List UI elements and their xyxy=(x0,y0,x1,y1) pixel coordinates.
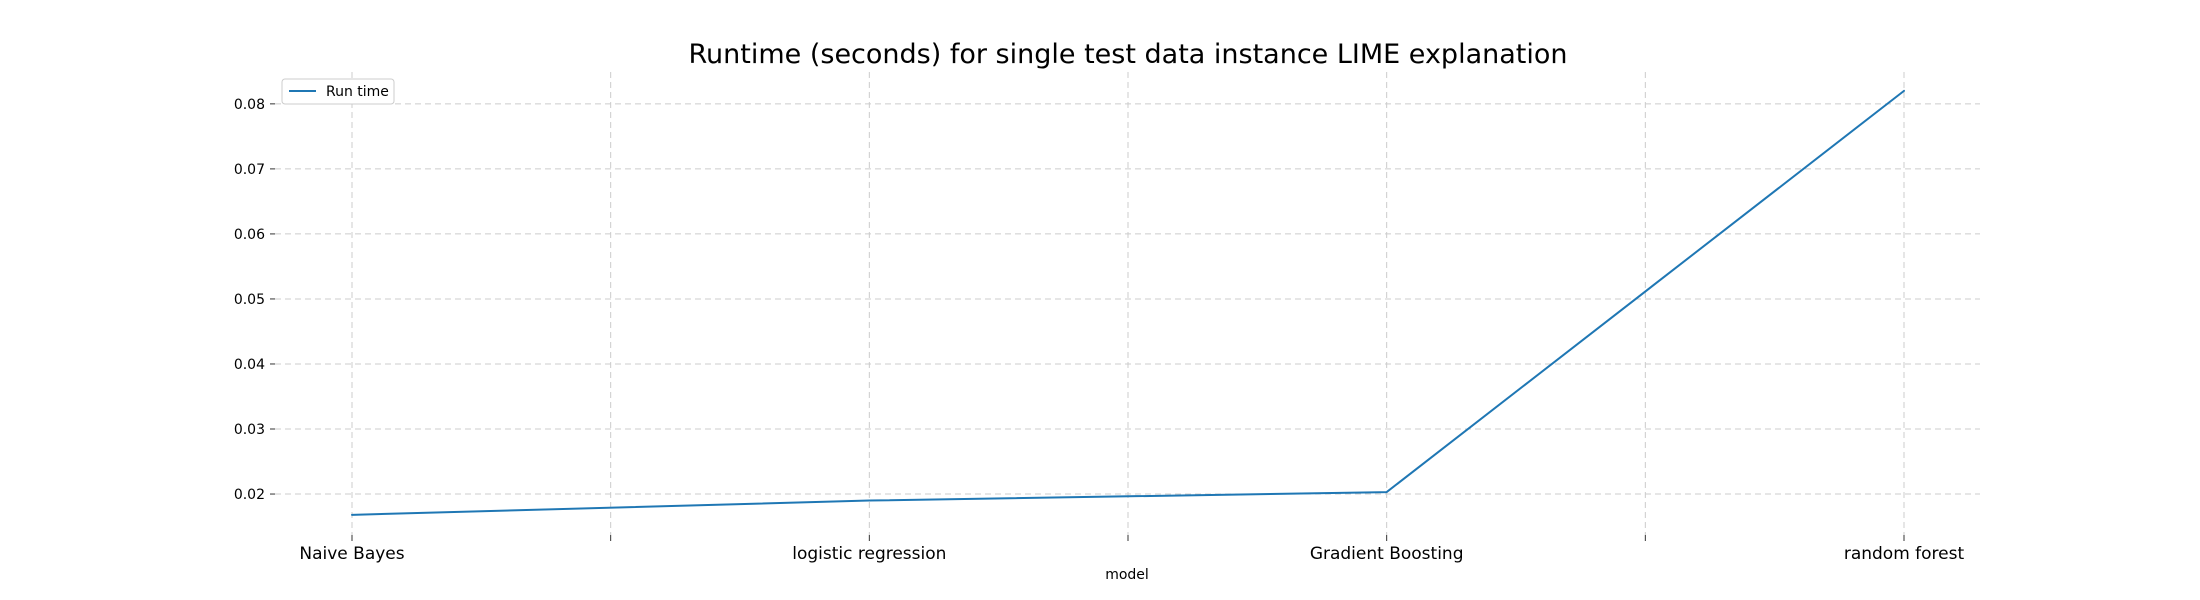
y-tick-label: 0.07 xyxy=(234,162,265,178)
x-tick-label: random forest xyxy=(1844,544,1965,564)
y-tick-label: 0.03 xyxy=(234,422,265,438)
series xyxy=(351,89,1905,516)
ticks: 0.02 0.03 0.04 0.05 0.06 0.07 0.08 Naive Bayes l… xyxy=(234,97,1965,564)
y-tick-label: 0.08 xyxy=(234,97,265,113)
x-axis-label: model xyxy=(1105,567,1149,583)
legend-label: Run time xyxy=(326,84,389,100)
y-tick-label: 0.04 xyxy=(234,357,265,373)
legend-box xyxy=(281,78,395,105)
x-tick-label: logistic regression xyxy=(792,544,946,564)
legend[interactable]: Run time xyxy=(281,78,395,105)
y-tick-label: 0.06 xyxy=(234,227,265,243)
y-tick-label: 0.02 xyxy=(234,487,265,503)
x-tick-label: Naive Bayes xyxy=(299,544,404,564)
y-tick-label: 0.05 xyxy=(234,292,265,308)
series-line xyxy=(351,89,1905,516)
x-tick-label: Gradient Boosting xyxy=(1310,544,1464,564)
grid xyxy=(275,72,1980,535)
chart-title: Runtime (seconds) for single test data i… xyxy=(688,39,1567,70)
